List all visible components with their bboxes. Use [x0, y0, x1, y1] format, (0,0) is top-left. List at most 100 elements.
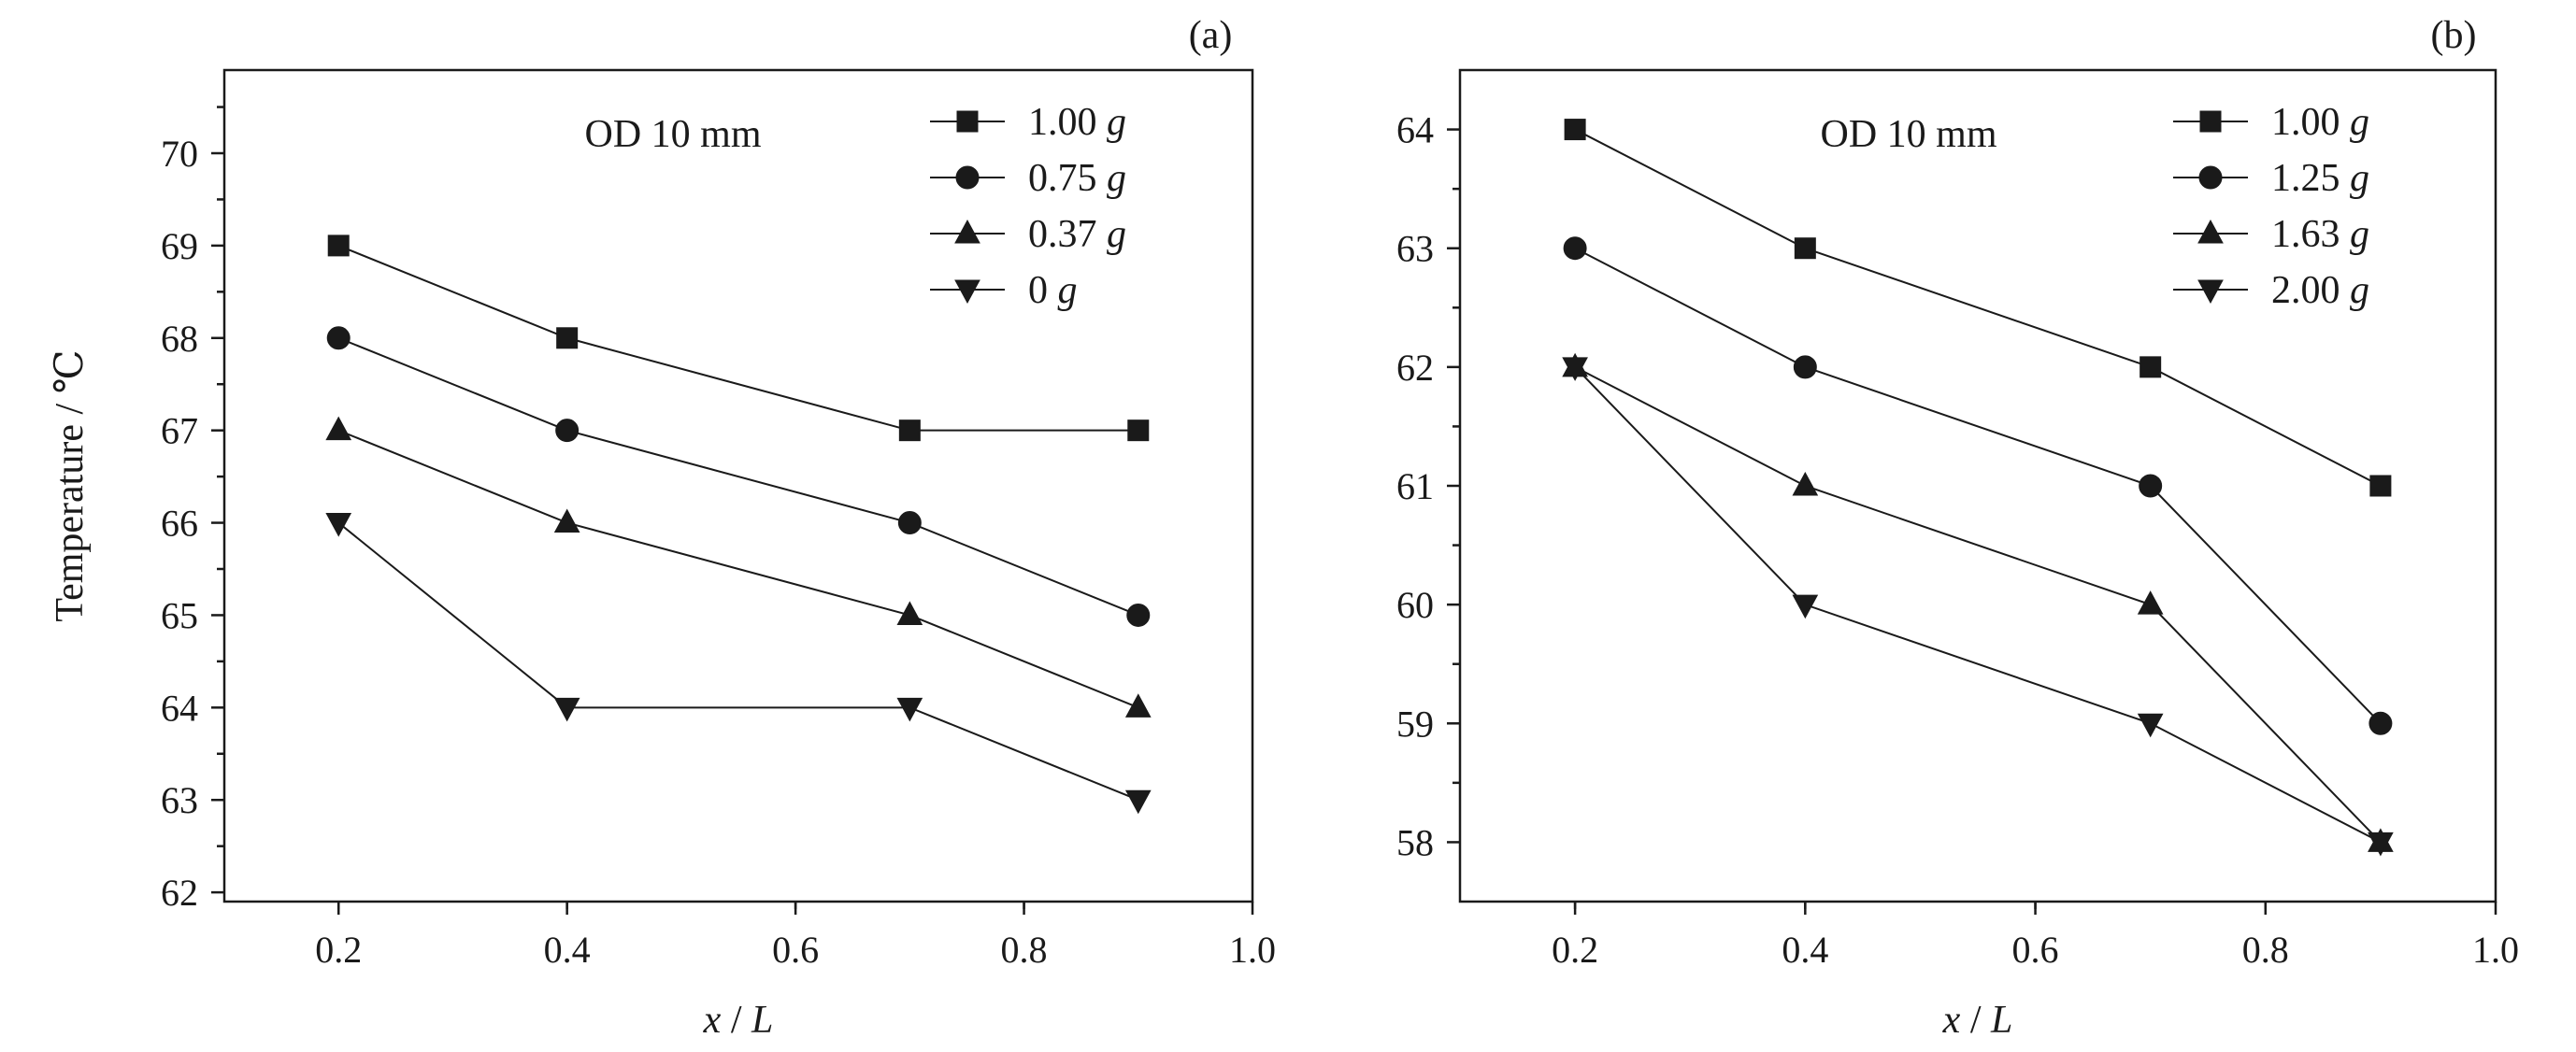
data-point-triangle-up: [2137, 590, 2164, 615]
x-tick-label: 0.4: [544, 929, 591, 971]
y-tick-label: 64: [1396, 109, 1434, 151]
series-line: [337, 244, 1138, 432]
x-axis-title-sep: /: [1960, 999, 1991, 1042]
x-tick-label: 0.8: [2242, 929, 2289, 971]
data-point-square: [1564, 119, 1586, 141]
legend-label: 0.37 g: [1028, 213, 1126, 256]
x-axis-title-var: x: [703, 999, 722, 1042]
annotation-text: OD 10 mm: [585, 113, 762, 156]
data-point-triangle-down: [553, 697, 580, 722]
legend-label-unit: g: [2350, 213, 2369, 256]
y-tick-label: 63: [1396, 228, 1434, 270]
series-line: [337, 336, 1139, 617]
panel-label: (a): [1189, 14, 1233, 57]
series-2-00-g: [1562, 357, 2394, 857]
series-0-75-g: [326, 326, 1151, 627]
legend-label-unit: g: [2350, 157, 2369, 200]
data-point-triangle-up: [1792, 471, 1819, 496]
series-line: [1574, 128, 2382, 487]
x-axis-title-den: L: [1990, 999, 2012, 1042]
legend-label-value: 0: [1028, 269, 1058, 312]
data-point-circle: [1126, 603, 1151, 627]
data-point-triangle-down: [896, 697, 923, 722]
series-line: [337, 429, 1139, 709]
y-tick-label: 65: [161, 594, 198, 636]
data-point-triangle-down: [2137, 713, 2164, 738]
data-point-triangle-down: [1124, 789, 1152, 815]
data-point-circle: [1563, 236, 1587, 261]
data-point-triangle-up: [325, 416, 352, 441]
panel-a: 0.2 0.4 0.6 0.8 1.0 62 63 64 65 66 67 68 69 70 (a) OD 1…: [49, 14, 1276, 1042]
legend-marker-triangle-down: [954, 279, 980, 305]
y-tick-label: 64: [161, 687, 198, 729]
y-tick-label: 61: [1396, 465, 1434, 507]
legend-label-unit: g: [1107, 213, 1126, 256]
series-line: [1574, 365, 2382, 844]
data-point-square: [1127, 419, 1150, 442]
legend-label: 1.25 g: [2271, 157, 2369, 200]
legend-marker-square: [2199, 110, 2222, 133]
x-tick-label: 1.0: [1229, 929, 1276, 971]
data-point-triangle-up: [1124, 693, 1152, 718]
x-tick-label: 0.6: [2012, 929, 2059, 971]
data-point-circle: [2139, 474, 2163, 498]
legend-label: 2.00 g: [2271, 269, 2369, 312]
y-tick-label: 58: [1396, 821, 1434, 863]
series-line: [1574, 247, 2382, 724]
legend-label: 0 g: [1028, 269, 1078, 312]
legend-marker-triangle-down: [2197, 279, 2224, 305]
data-point-circle: [2368, 711, 2393, 735]
data-point-square: [2140, 356, 2162, 378]
y-tick-label: 59: [1396, 703, 1434, 745]
y-tick-label: 68: [161, 318, 198, 360]
panel-b: 0.2 0.4 0.6 0.8 1.0 58 59 60 61 62 63 64 (b) OD 10 mm…: [1396, 14, 2519, 1042]
annotation-text: OD 10 mm: [1821, 113, 1997, 156]
series-1-25-g: [1563, 236, 2393, 735]
y-tick-label: 63: [161, 779, 198, 821]
series-0-37-g: [325, 416, 1152, 718]
legend-label-value: 2.00: [2271, 269, 2350, 312]
data-point-circle: [555, 419, 580, 443]
legend-label-value: 0.75: [1028, 157, 1107, 200]
series-line: [337, 521, 1139, 802]
data-point-triangle-up: [553, 508, 580, 533]
series-line: [1574, 366, 2382, 844]
legend-label-value: 1.25: [2271, 157, 2350, 200]
x-tick-label: 0.2: [315, 929, 362, 971]
legend-label-unit: g: [2350, 269, 2369, 312]
legend-label: 0.75 g: [1028, 157, 1126, 200]
legend: 1.00 g1.25 g1.63 g2.00 g: [2173, 101, 2369, 312]
data-point-triangle-down: [1792, 594, 1819, 619]
data-point-circle: [897, 511, 922, 535]
data-point-triangle-down: [1562, 357, 1588, 381]
legend-marker-circle: [2198, 165, 2223, 190]
x-axis-title: x / L: [703, 999, 774, 1042]
legend-label-unit: g: [1107, 157, 1126, 200]
legend-label-value: 0.37: [1028, 213, 1107, 256]
x-tick-label: 0.8: [1001, 929, 1048, 971]
series-0-g: [325, 513, 1152, 815]
x-tick-label: 0.4: [1782, 929, 1828, 971]
y-tick-label: 67: [161, 410, 198, 452]
y-axis-title: Temperature / ℃: [49, 349, 92, 621]
y-tick-label: 66: [161, 503, 198, 545]
legend-label-value: 1.00: [2271, 101, 2350, 144]
data-point-square: [2369, 475, 2392, 497]
data-point-square: [327, 235, 350, 257]
legend-label-unit: g: [2350, 101, 2369, 144]
data-point-circle: [326, 326, 351, 350]
x-tick-label: 0.2: [1552, 929, 1598, 971]
x-axis-title-var: x: [1942, 999, 1961, 1042]
data-point-triangle-down: [2368, 832, 2394, 857]
data-point-square: [556, 327, 579, 349]
panel-label: (b): [2431, 14, 2477, 57]
legend-label-value: 1.63: [2271, 213, 2350, 256]
legend-label-unit: g: [1107, 101, 1126, 144]
y-tick-label: 62: [1396, 347, 1434, 389]
x-axis-title: x / L: [1942, 999, 2013, 1042]
legend-marker-square: [956, 110, 979, 133]
legend: 1.00 g0.75 g0.37 g0 g: [930, 101, 1126, 312]
x-axis-title-sep: /: [721, 999, 751, 1042]
x-tick-label: 0.6: [772, 929, 819, 971]
